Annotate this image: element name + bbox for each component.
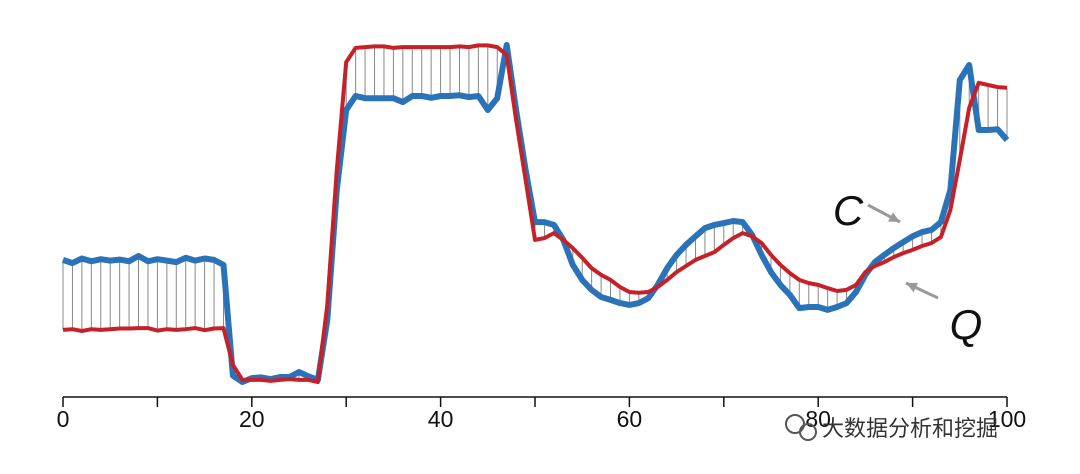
annotation-arrowhead xyxy=(888,212,900,222)
series-line xyxy=(62,43,1008,384)
x-tick-label: 80 xyxy=(805,406,831,432)
x-tick-label: 20 xyxy=(239,406,265,432)
watermark: 大数据分析和挖掘 xyxy=(785,414,998,441)
x-tick-label: 40 xyxy=(428,406,454,432)
watermark-icon xyxy=(799,423,817,441)
annotation-arrowhead xyxy=(906,282,918,293)
plot: 0 20 40 60 80 100 C Q xyxy=(57,42,1026,432)
watermark-text: 大数据分析和挖掘 xyxy=(822,416,998,441)
x-tick-label: 100 xyxy=(988,406,1026,432)
annotation: Q xyxy=(950,301,983,348)
x-tick-label: 0 xyxy=(57,406,70,432)
watermark-icon xyxy=(785,414,805,434)
series-line xyxy=(62,42,1010,385)
annotation: C xyxy=(833,187,864,234)
x-tick-label: 60 xyxy=(617,406,643,432)
